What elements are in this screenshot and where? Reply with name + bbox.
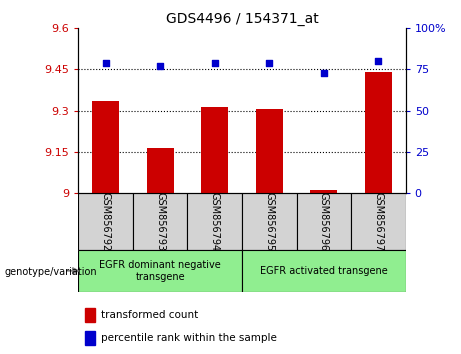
Text: genotype/variation: genotype/variation — [5, 267, 97, 276]
Text: transformed count: transformed count — [101, 310, 199, 320]
Point — [266, 60, 273, 66]
Text: GSM856795: GSM856795 — [264, 192, 274, 251]
Text: GSM856794: GSM856794 — [210, 192, 220, 251]
Text: GSM856797: GSM856797 — [373, 192, 384, 251]
Title: GDS4496 / 154371_at: GDS4496 / 154371_at — [165, 12, 319, 26]
Point — [157, 63, 164, 69]
Point — [375, 58, 382, 64]
Text: EGFR dominant negative
transgene: EGFR dominant negative transgene — [99, 260, 221, 282]
Bar — [242, 193, 296, 250]
Bar — [296, 193, 351, 250]
Bar — [351, 193, 406, 250]
Bar — [85, 308, 95, 322]
Bar — [201, 107, 228, 193]
Bar — [147, 148, 174, 193]
Bar — [85, 331, 95, 345]
Bar — [256, 109, 283, 193]
Text: GSM856796: GSM856796 — [319, 192, 329, 251]
Text: GSM856792: GSM856792 — [100, 192, 111, 251]
Bar — [242, 250, 406, 292]
Bar — [92, 101, 119, 193]
Point — [102, 60, 109, 66]
Point — [211, 60, 219, 66]
Bar — [78, 250, 242, 292]
Text: percentile rank within the sample: percentile rank within the sample — [101, 333, 277, 343]
Bar — [188, 193, 242, 250]
Bar — [133, 193, 188, 250]
Text: EGFR activated transgene: EGFR activated transgene — [260, 266, 388, 276]
Bar — [78, 193, 133, 250]
Text: GSM856793: GSM856793 — [155, 192, 165, 251]
Point — [320, 70, 327, 76]
Bar — [310, 190, 337, 193]
Bar — [365, 72, 392, 193]
